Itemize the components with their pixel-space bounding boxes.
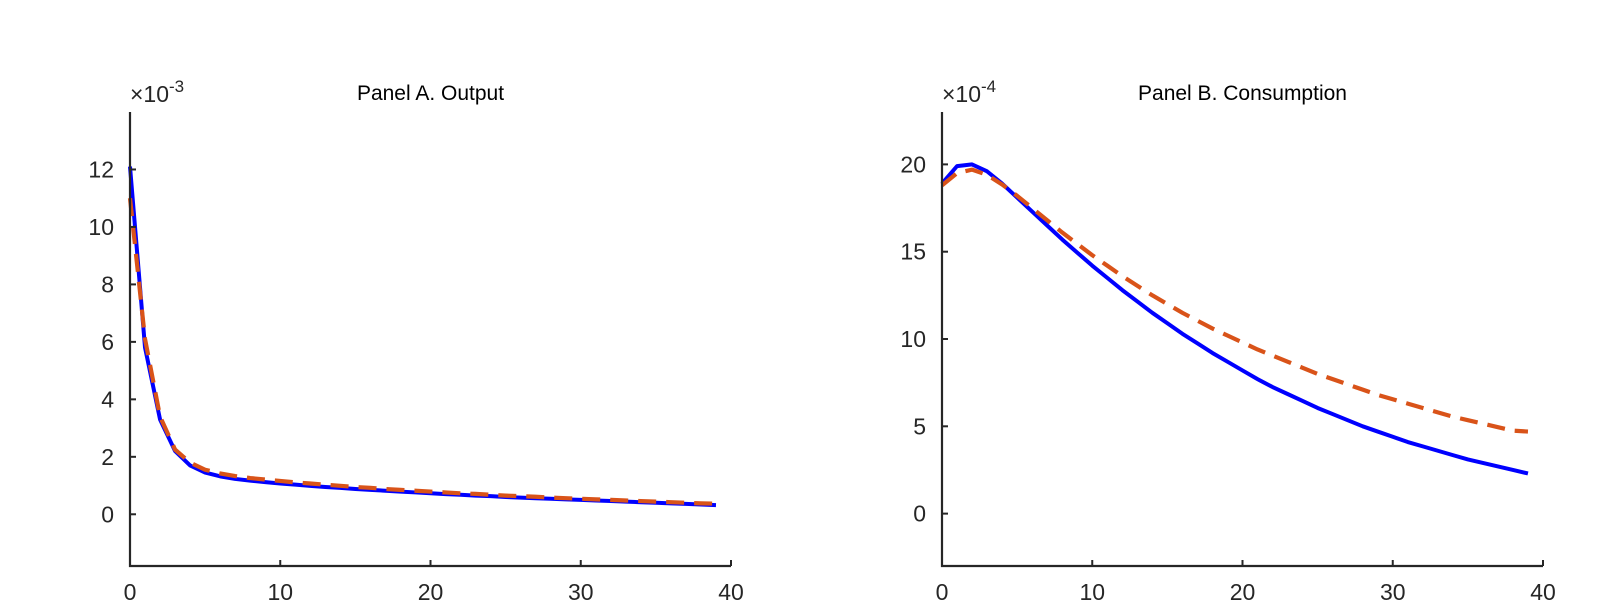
x-tick-label: 30 — [568, 579, 594, 605]
series-0-line — [940, 162, 1529, 476]
panel-title: Panel B. Consumption — [1138, 82, 1347, 105]
y-tick-label: 0 — [913, 501, 926, 527]
y-tick-label: 10 — [900, 326, 926, 352]
y-exponent-label: ×10-3 — [130, 77, 184, 107]
x-tick-label: 40 — [718, 579, 744, 605]
y-tick-label: 2 — [101, 444, 114, 470]
x-tick-label: 10 — [267, 579, 293, 605]
series-0-line — [128, 166, 717, 508]
panel-b-consumption: 0 10 20 30 40 0 5 10 15 20 ×10-4 Panel B. Consumpti… — [900, 77, 1555, 605]
panel-a-output: 0 10 20 30 40 0 2 4 6 8 10 12 ×10-3 Panel A. Output — [88, 77, 743, 605]
y-tick-label: 5 — [913, 413, 926, 439]
y-tick-label: 4 — [101, 386, 114, 412]
x-tick-label: 30 — [1380, 579, 1406, 605]
y-tick-label: 6 — [101, 329, 114, 355]
y-tick-label: 20 — [900, 151, 926, 177]
axes — [128, 112, 731, 568]
x-tick-label: 40 — [1530, 579, 1556, 605]
series-1-line — [127, 197, 717, 506]
x-tick-label: 20 — [1230, 579, 1256, 605]
x-tick-label: 0 — [124, 579, 137, 605]
x-tick-label: 0 — [936, 579, 949, 605]
y-tick-label: 10 — [88, 214, 114, 240]
y-tick-label: 0 — [101, 501, 114, 527]
x-tick-label: 10 — [1079, 579, 1105, 605]
axes — [940, 112, 1543, 568]
y-tick-label: 8 — [101, 271, 114, 297]
series-1-line — [940, 167, 1529, 434]
x-tick-label: 20 — [418, 579, 444, 605]
y-tick-label: 15 — [900, 239, 926, 265]
panel-title: Panel A. Output — [357, 82, 504, 105]
y-tick-label: 12 — [88, 156, 114, 182]
y-exponent-label: ×10-4 — [942, 77, 996, 107]
